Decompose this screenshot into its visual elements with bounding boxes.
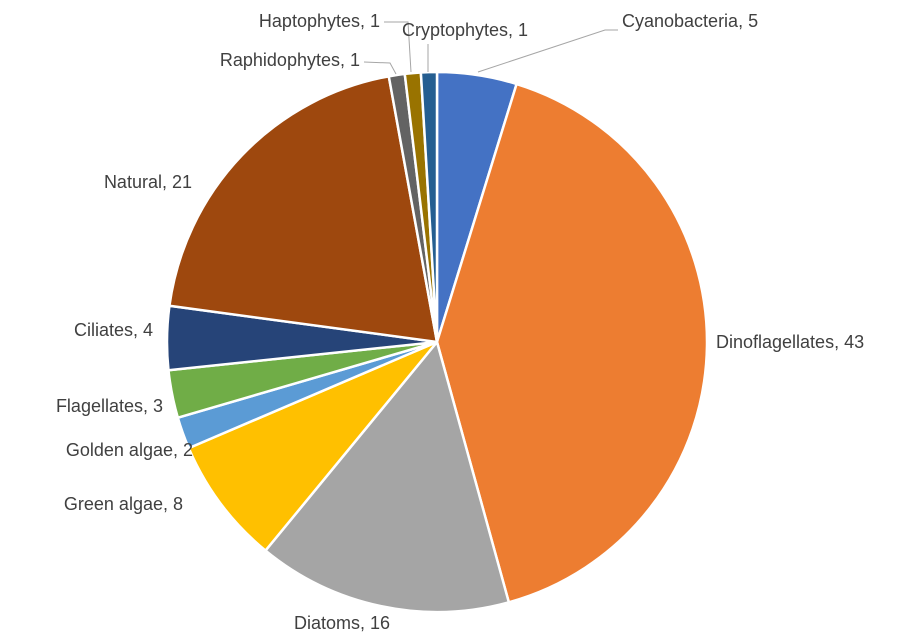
pie-slice: [419, 70, 439, 343]
data-label: Green algae, 8: [64, 494, 183, 514]
data-label: Cyanobacteria, 5: [622, 11, 758, 31]
data-label: Cryptophytes, 1: [402, 20, 528, 40]
data-label: Haptophytes, 1: [259, 11, 380, 31]
data-label: Dinoflagellates, 43: [716, 332, 864, 352]
data-label: Ciliates, 4: [74, 320, 153, 340]
data-label: Golden algae, 2: [66, 440, 193, 460]
pie-slice: [187, 340, 438, 553]
leader-line: [384, 21, 412, 73]
leader-line: [363, 61, 397, 75]
data-label: Flagellates, 3: [56, 396, 163, 416]
pie-slice: [168, 74, 439, 344]
pie-slice: [435, 82, 709, 604]
leader-line: [477, 29, 618, 73]
pie-slice: [263, 339, 511, 614]
data-label: Raphidophytes, 1: [220, 50, 360, 70]
data-label: Natural, 21: [104, 172, 192, 192]
data-label: Diatoms, 16: [294, 613, 390, 633]
